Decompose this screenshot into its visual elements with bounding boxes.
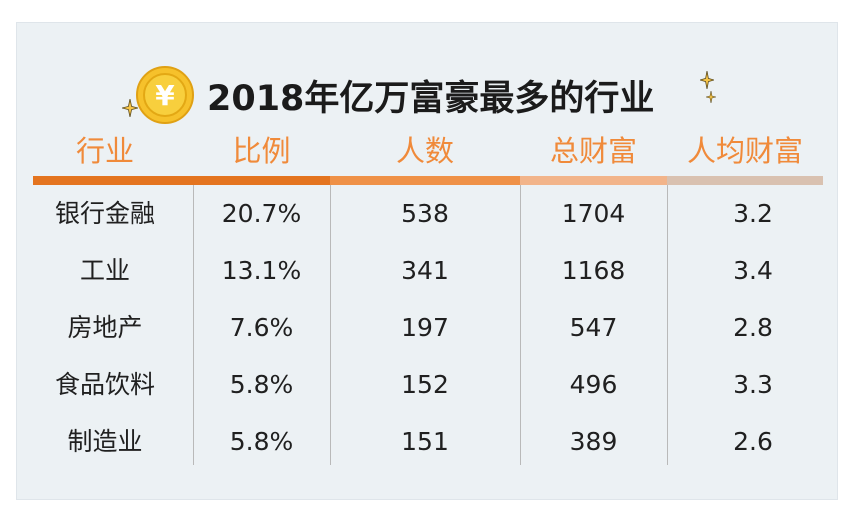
cell-count: 341: [401, 256, 449, 285]
cell-ratio: 5.8%: [229, 427, 294, 456]
column-divider: [193, 185, 194, 465]
header-bar-3: [520, 176, 667, 185]
header-bar-1: [33, 176, 330, 185]
sparkle-icon: [122, 99, 138, 117]
column-divider: [330, 185, 331, 465]
cell-ratio: 20.7%: [221, 199, 302, 228]
table-row: 制造业 5.8% 151 389 2.6: [17, 413, 839, 470]
cell-industry: 银行金融: [54, 199, 155, 228]
cell-total-wealth: 1168: [561, 256, 626, 285]
cell-avg-wealth: 3.3: [733, 370, 773, 399]
cell-industry: 制造业: [67, 427, 143, 456]
coin-symbol: ¥: [155, 79, 175, 112]
header-industry: 行业: [75, 134, 134, 168]
column-divider: [667, 185, 668, 465]
cell-industry: 食品饮料: [54, 370, 155, 399]
cell-ratio: 5.8%: [229, 370, 294, 399]
cell-count: 151: [401, 427, 449, 456]
cell-total-wealth: 496: [569, 370, 618, 399]
table-row: 房地产 7.6% 197 547 2.8: [17, 299, 839, 356]
cell-count: 152: [401, 370, 449, 399]
column-divider: [520, 185, 521, 465]
table-row: 食品饮料 5.8% 152 496 3.3: [17, 356, 839, 413]
header-bar-4: [667, 176, 823, 185]
table-body: 银行金融 20.7% 538 1704 3.2 工业 13.1% 341 116…: [17, 185, 839, 465]
cell-avg-wealth: 2.8: [733, 313, 773, 342]
cell-total-wealth: 1704: [561, 199, 626, 228]
header-count: 人数: [395, 134, 454, 168]
cell-count: 197: [401, 313, 449, 342]
header-avg-wealth: 人均财富: [686, 134, 803, 168]
coin-icon: ¥: [136, 66, 194, 124]
title-row: ¥ 2018年亿万富豪最多的行业: [17, 63, 839, 127]
cell-total-wealth: 547: [569, 313, 618, 342]
sparkle-icon: [700, 71, 714, 89]
table-row: 银行金融 20.7% 538 1704 3.2: [17, 185, 839, 242]
cell-ratio: 7.6%: [229, 313, 294, 342]
cell-count: 538: [401, 199, 449, 228]
cell-total-wealth: 389: [569, 427, 618, 456]
cell-avg-wealth: 3.2: [733, 199, 773, 228]
header-total-wealth: 总财富: [549, 134, 637, 168]
cell-avg-wealth: 3.4: [733, 256, 773, 285]
header-bar-2: [330, 176, 520, 185]
sparkle-icon: [706, 91, 716, 103]
table-row: 工业 13.1% 341 1168 3.4: [17, 242, 839, 299]
cell-industry: 房地产: [67, 313, 143, 342]
cell-ratio: 13.1%: [221, 256, 302, 285]
page-title: 2018年亿万富豪最多的行业: [207, 79, 655, 119]
table-card: ¥ 2018年亿万富豪最多的行业 行业 比例 人数 总财富 人均财富 银行金融 …: [16, 22, 838, 500]
cell-avg-wealth: 2.6: [733, 427, 773, 456]
table-header: 行业 比例 人数 总财富 人均财富: [17, 127, 839, 177]
header-ratio: 比例: [232, 134, 291, 168]
cell-industry: 工业: [79, 256, 130, 285]
